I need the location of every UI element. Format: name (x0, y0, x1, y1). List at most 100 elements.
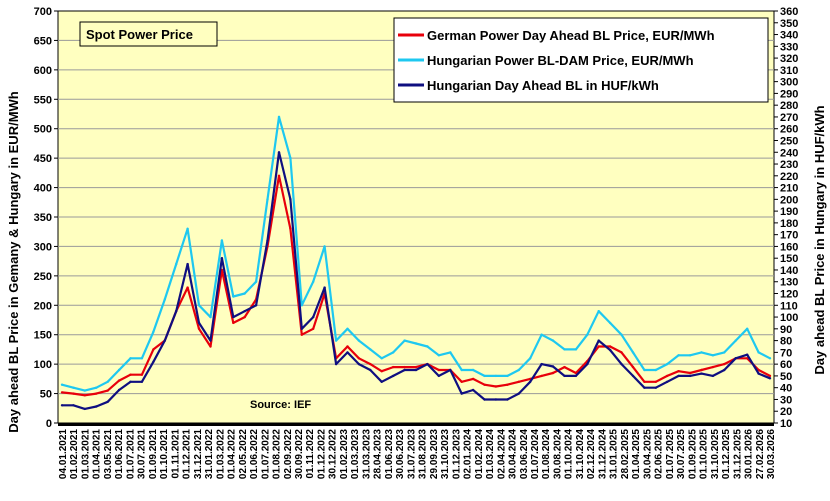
y2-tick-label-20: 210 (780, 183, 798, 195)
x-tick-label-11: 01.12.2021 (182, 429, 193, 479)
series-1-point-44 (563, 348, 566, 351)
series-2-point-52 (654, 386, 657, 389)
series-1-point-41 (529, 357, 532, 360)
x-axis-band (58, 423, 774, 426)
y2-tick-label-21: 220 (780, 171, 798, 183)
x-tick-label-42: 01.07.2024 (530, 429, 541, 479)
y2-tick-label-24: 250 (780, 135, 798, 147)
x-tick-label-19: 01.08.2022 (272, 429, 283, 479)
series-0-point-35 (460, 380, 463, 383)
series-0-point-54 (677, 370, 680, 373)
x-tick-label-22: 01.11.2022 (305, 429, 316, 479)
series-2-point-1 (72, 404, 75, 407)
y-tick-label-10: 500 (34, 124, 52, 136)
y2-tick-label-10: 110 (780, 300, 798, 312)
x-tick-label-4: 03.05.2021 (103, 429, 114, 479)
series-2-point-6 (129, 380, 132, 383)
x-tick-label-18: 01.07.2022 (260, 429, 271, 479)
series-0-point-53 (666, 374, 669, 378)
series-1-point-51 (643, 368, 646, 372)
x-tick-label-43: 01.08.2024 (541, 429, 552, 479)
series-1-point-14 (220, 239, 224, 242)
y2-tick-label-26: 270 (780, 112, 798, 124)
x-tick-label-41: 03.06.2024 (519, 429, 530, 479)
series-2-point-60 (746, 353, 749, 356)
series-2-point-39 (506, 398, 509, 401)
series-1-point-21 (300, 304, 303, 307)
series-1-point-28 (380, 357, 383, 360)
series-0-point-25 (346, 345, 349, 348)
series-1-point-24 (334, 339, 338, 342)
y2-axis-title: Day ahead BL Price in Hungary in HUF/kWh (812, 105, 827, 374)
series-2-point-44 (563, 374, 566, 378)
series-1-point-50 (631, 351, 635, 354)
series-0-point-2 (83, 394, 87, 397)
series-1-point-13 (209, 315, 212, 319)
legend-label-german: German Power Day Ahead BL Price, EUR/MWh (427, 28, 715, 43)
series-2-point-38 (494, 398, 498, 401)
series-2-point-55 (688, 374, 692, 378)
legend-label-hungarian-huf: Hungarian Day Ahead BL in HUF/kWh (427, 78, 659, 93)
series-0-point-6 (129, 373, 132, 376)
y-tick-label-4: 200 (34, 300, 52, 312)
series-1-point-61 (757, 351, 760, 354)
x-tick-label-26: 01.03.2023 (350, 429, 361, 479)
series-2-point-48 (608, 348, 612, 352)
x-tick-label-12: 31.12.2021 (193, 429, 204, 479)
series-2-point-57 (711, 374, 715, 378)
series-0-point-62 (768, 374, 772, 378)
series-1-point-10 (175, 262, 178, 266)
series-1-point-54 (677, 354, 680, 357)
series-2-point-42 (540, 362, 543, 366)
series-0-point-5 (117, 379, 121, 382)
y-tick-label-8: 400 (34, 183, 52, 195)
series-1-point-19 (277, 115, 281, 119)
series-1-point-32 (426, 345, 429, 348)
x-tick-label-56: 01.09.2025 (687, 429, 698, 479)
series-0-point-37 (483, 383, 486, 386)
series-2-point-56 (700, 372, 703, 375)
series-1-point-37 (483, 374, 486, 378)
series-1-point-53 (666, 362, 669, 366)
series-1-point-55 (688, 354, 692, 357)
y-tick-label-9: 450 (34, 153, 52, 165)
series-2-point-7 (140, 380, 144, 383)
x-tick-label-7: 30.07.2021 (137, 429, 148, 479)
series-2-point-33 (437, 374, 440, 378)
x-tick-label-44: 30.08.2024 (552, 429, 563, 479)
series-1-point-4 (106, 380, 109, 383)
y-tick-label-14: 700 (34, 6, 52, 18)
legend: German Power Day Ahead BL Price, EUR/MWh… (393, 17, 769, 103)
y-tick-label-12: 600 (34, 65, 52, 77)
legend-entry-hungarian-huf: Hungarian Day Ahead BL in HUF/kWh (398, 78, 659, 93)
y-tick-label-1: 50 (40, 389, 52, 401)
y2-tick-label-16: 170 (780, 230, 798, 242)
y2-tick-label-19: 200 (780, 194, 798, 206)
x-tick-label-47: 02.12.2024 (586, 429, 597, 479)
series-2-point-47 (597, 339, 600, 342)
series-2-point-15 (232, 315, 235, 319)
x-tick-label-38: 01.03.2024 (485, 429, 496, 479)
x-tick-label-40: 30.04.2024 (508, 429, 519, 479)
series-1-point-45 (574, 348, 578, 351)
legend-entry-german: German Power Day Ahead BL Price, EUR/MWh (398, 28, 715, 43)
x-tick-label-17: 01.06.2022 (249, 429, 260, 479)
chart-title: Spot Power Price (86, 27, 193, 42)
series-1-point-3 (95, 386, 98, 389)
x-tick-label-33: 29.09.2023 (429, 429, 440, 479)
series-2-point-46 (586, 362, 589, 366)
y-tick-label-6: 300 (34, 241, 52, 253)
series-2-point-14 (220, 257, 224, 260)
series-2-point-21 (300, 327, 303, 330)
series-0-point-58 (723, 362, 726, 366)
series-0-point-38 (494, 385, 498, 388)
y2-tick-label-14: 150 (780, 253, 798, 265)
series-1-point-58 (723, 351, 726, 354)
y2-tick-label-8: 90 (780, 324, 792, 336)
x-tick-label-20: 02.09.2022 (283, 429, 294, 479)
series-0-point-26 (357, 357, 361, 360)
series-1-point-20 (289, 156, 292, 160)
series-0-point-51 (643, 380, 646, 383)
y-tick-label-13: 650 (34, 35, 52, 47)
y2-tick-label-3: 40 (780, 383, 792, 395)
